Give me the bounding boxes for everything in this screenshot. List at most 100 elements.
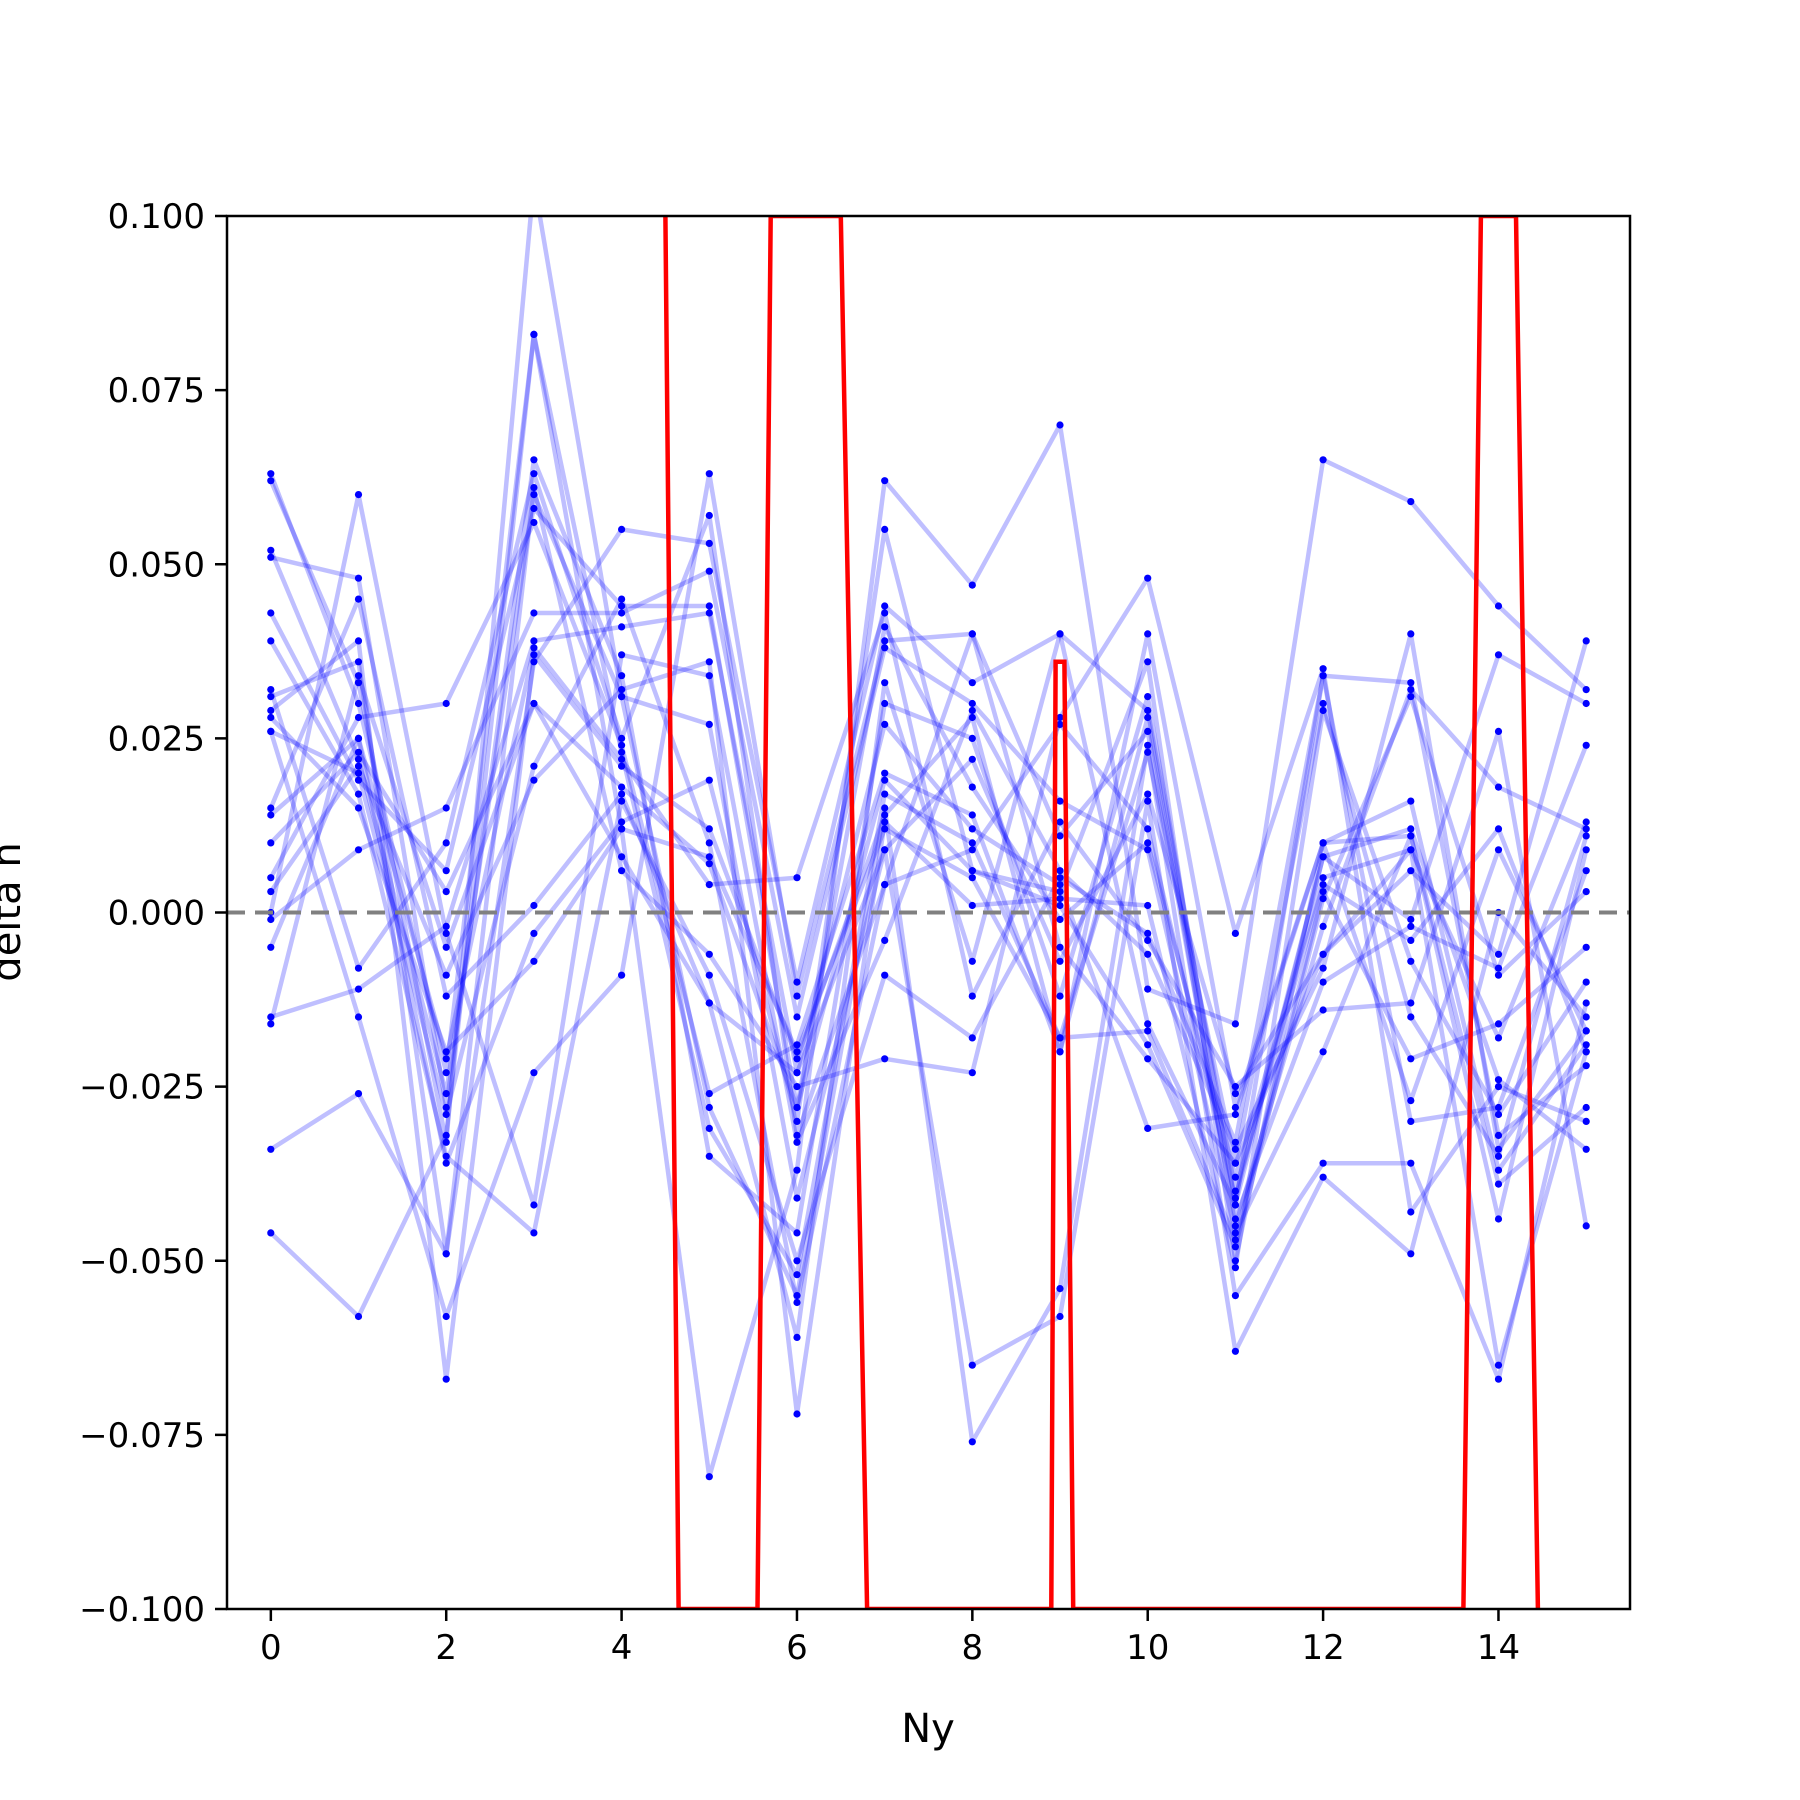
sample-point: [793, 1103, 801, 1112]
sample-point: [1144, 574, 1152, 582]
sample-point: [1319, 881, 1327, 889]
sample-series-line: [270, 457, 1589, 1236]
sample-point: [793, 992, 801, 1000]
sample-point: [354, 734, 363, 743]
x-tick-label: 8: [962, 1628, 984, 1668]
sample-point: [1319, 1006, 1327, 1014]
sample-point: [1144, 748, 1152, 756]
sample-point: [1144, 658, 1152, 666]
sample-point: [267, 727, 275, 736]
sample-point: [1231, 1215, 1239, 1223]
sample-point: [618, 971, 626, 979]
sample-point: [793, 1333, 801, 1341]
sample-point: [530, 929, 538, 938]
sample-point: [354, 672, 363, 680]
sample-series-line: [269, 485, 1588, 1257]
sample-point: [1056, 881, 1064, 889]
sample-point: [1407, 1208, 1415, 1216]
sample-point: [530, 484, 538, 492]
sample-point: [968, 825, 976, 833]
sample-point: [267, 804, 275, 812]
sample-point: [705, 609, 713, 617]
sample-point: [1494, 1110, 1503, 1119]
sample-point: [618, 825, 626, 833]
sample-point: [1056, 1312, 1064, 1321]
sample-point: [1231, 1194, 1239, 1202]
sample-point: [1494, 1103, 1503, 1112]
sample-series-line: [269, 631, 1588, 1382]
sample-point: [1231, 929, 1239, 938]
sample-point: [442, 929, 450, 938]
sample-point: [1494, 1166, 1503, 1174]
sample-point: [530, 776, 538, 784]
sample-point: [530, 1201, 538, 1209]
sample-point: [705, 539, 713, 548]
sample-point: [705, 470, 713, 478]
sample-point: [442, 1048, 450, 1056]
sample-point: [793, 1229, 801, 1237]
sample-point: [1144, 936, 1152, 945]
sample-point: [618, 525, 626, 534]
sample-point: [881, 790, 889, 798]
sample-point: [968, 783, 976, 791]
sample-point: [530, 504, 538, 513]
sample-point: [1494, 1180, 1503, 1188]
sample-point: [267, 1020, 275, 1028]
sample-point: [1144, 706, 1152, 715]
sample-point: [1582, 1145, 1590, 1153]
sample-series-line: [269, 631, 1589, 1340]
sample-point: [1056, 888, 1064, 896]
sample-point: [1231, 1138, 1239, 1146]
sample-point: [1231, 1103, 1239, 1112]
sample-point: [1407, 999, 1415, 1007]
sample-point: [530, 470, 538, 478]
sample-point: [881, 804, 889, 812]
sample-series-line: [268, 492, 1589, 1208]
sample-point: [1056, 895, 1064, 903]
sample-point: [442, 1152, 450, 1160]
sample-series-line: [268, 471, 1588, 1201]
sample-series-line: [269, 332, 1588, 1479]
sample-point: [1056, 901, 1064, 910]
sample-point: [1319, 839, 1327, 847]
y-tick-label: 0.025: [108, 719, 205, 759]
sample-point: [1231, 1347, 1239, 1355]
sample-point: [1494, 950, 1503, 958]
sample-point: [968, 867, 976, 875]
sample-point: [1144, 1027, 1152, 1035]
sample-point: [1319, 665, 1327, 673]
sample-point: [1407, 630, 1415, 638]
sample-point: [968, 581, 976, 589]
sample-point: [1407, 922, 1415, 931]
sample-point: [1144, 846, 1152, 854]
sample-point: [267, 637, 275, 645]
sample-point: [1407, 679, 1415, 687]
sample-point: [1407, 867, 1415, 875]
sample-point: [618, 686, 626, 694]
sample-point: [1144, 1041, 1152, 1049]
sample-point: [881, 971, 889, 979]
sample-point: [705, 825, 713, 833]
sample-point: [618, 790, 626, 798]
sample-point: [354, 679, 363, 687]
sample-point: [793, 978, 801, 986]
sample-point: [1407, 846, 1415, 854]
sample-point: [1056, 720, 1064, 729]
sample-point: [968, 679, 976, 687]
sample-point: [1407, 686, 1415, 694]
plot-area: [227, 216, 1630, 1609]
sample-point: [881, 936, 889, 945]
y-tick-label: 0.000: [108, 894, 205, 934]
sample-point: [618, 672, 626, 680]
sample-point: [968, 846, 976, 854]
sample-point: [530, 491, 538, 499]
sample-point: [442, 1110, 450, 1119]
sample-point: [267, 686, 275, 694]
sample-point: [881, 811, 889, 819]
sample-point: [705, 1473, 713, 1481]
sample-point: [1407, 693, 1415, 701]
sample-point: [354, 790, 363, 798]
sample-point: [354, 1312, 363, 1321]
sample-point: [968, 734, 976, 743]
sample-point: [1056, 832, 1064, 840]
